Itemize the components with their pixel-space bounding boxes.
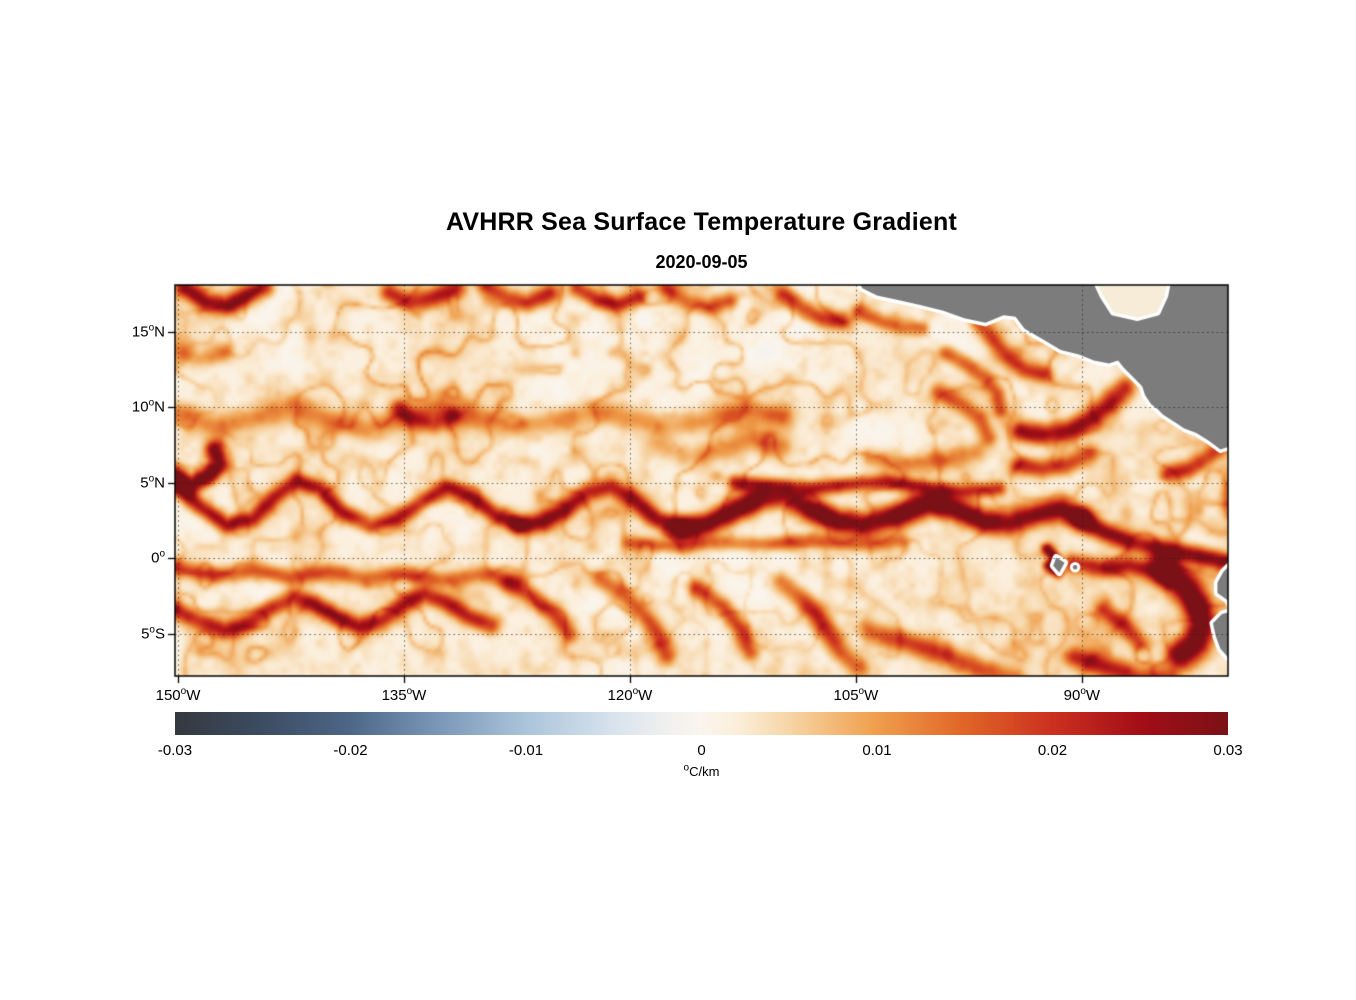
y-tick-label: 0o: [0, 548, 165, 567]
x-tick-label: 135oW: [381, 686, 427, 705]
y-tick-label: 15oN: [0, 322, 165, 341]
colorbar-tick-label: 0.03: [1213, 742, 1243, 759]
y-tick-label: 5oS: [0, 624, 165, 643]
x-tick-text: 135oW: [381, 686, 427, 705]
y-tick-label: 10oN: [0, 397, 165, 416]
colorbar-tick-label: 0: [697, 742, 706, 759]
chart-date-subtitle: 2020-09-05: [655, 252, 748, 272]
y-tick-text: 10oN: [131, 397, 165, 416]
x-tick-text: 90oW: [1063, 686, 1101, 705]
y-tick-text: 5oN: [140, 473, 165, 492]
y-tick-label: 5oN: [0, 473, 165, 492]
y-tick-text: 15oN: [131, 322, 165, 341]
colorbar-unit-text: oC/km: [683, 762, 720, 779]
y-tick-text: 5oS: [141, 624, 165, 643]
x-tick-label: 120oW: [607, 686, 653, 705]
x-tick-label: 90oW: [1063, 686, 1101, 705]
colorbar-tick-label: -0.02: [333, 742, 368, 759]
colorbar-tick-label: -0.03: [157, 742, 193, 759]
colorbar-tick-label: -0.01: [508, 742, 544, 759]
x-tick-label: 105oW: [833, 686, 879, 705]
colorbar-unit-label: oC/km: [175, 762, 1228, 779]
x-tick-text: 120oW: [607, 686, 653, 705]
y-tick-text: 0o: [151, 548, 165, 567]
colorbar: [175, 712, 1228, 735]
x-tick-label: 150oW: [155, 686, 201, 705]
chart-title: AVHRR Sea Surface Temperature Gradient: [446, 208, 957, 236]
colorbar-tick-label: 0.02: [1037, 742, 1068, 759]
x-tick-text: 150oW: [155, 686, 201, 705]
colorbar-tick-label: 0.01: [862, 742, 892, 759]
x-tick-text: 105oW: [833, 686, 879, 705]
